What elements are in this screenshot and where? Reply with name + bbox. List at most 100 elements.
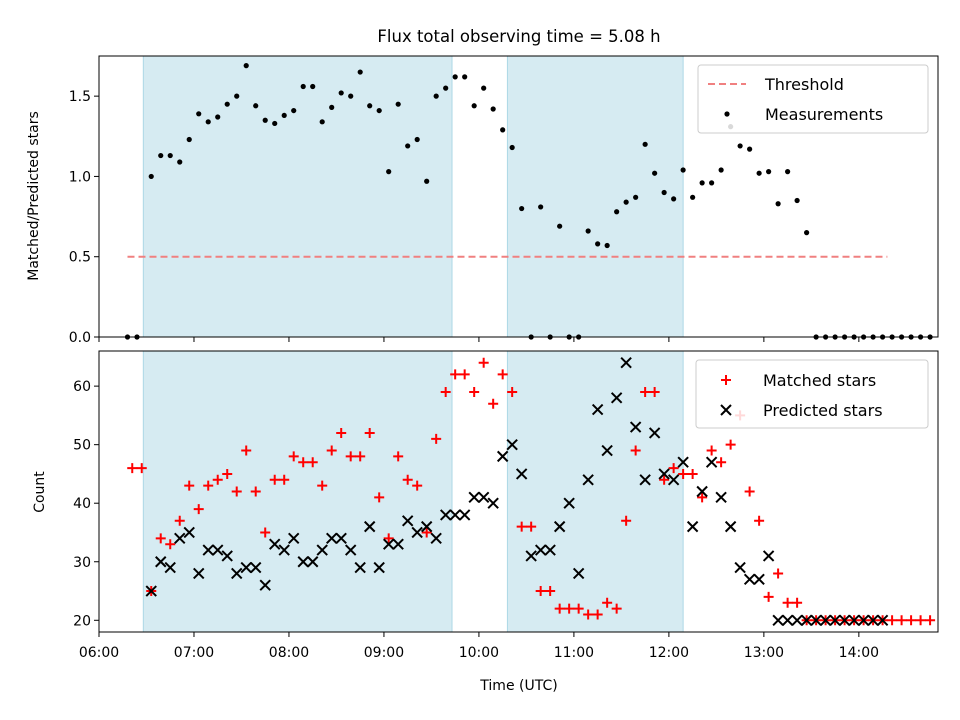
top-legend-box xyxy=(697,64,929,134)
measurement-point xyxy=(471,103,477,109)
top-legend: Threshold Measurements xyxy=(697,64,929,134)
matched-star-point xyxy=(602,597,613,608)
measurement-point xyxy=(671,196,677,202)
top-y-axis-label: Matched/Predicted stars xyxy=(26,111,42,281)
predicted-star-point xyxy=(145,585,157,597)
matched-star-point xyxy=(687,468,698,479)
matched-star-point xyxy=(165,539,176,550)
matched-star-point xyxy=(317,480,328,491)
predicted-star-point xyxy=(857,614,870,626)
measurement-point xyxy=(319,119,325,125)
predicted-star-point xyxy=(686,520,699,533)
measurement-point xyxy=(281,112,287,119)
bottom-x-tick-label: 10:00 xyxy=(459,645,499,661)
measurement-point xyxy=(519,205,525,212)
bottom-y-tick-label: 60 xyxy=(73,379,91,395)
matched-star-point xyxy=(640,386,651,397)
predicted-star-point xyxy=(174,532,186,545)
top-x-axis xyxy=(98,337,860,342)
matched-star-point xyxy=(782,597,793,608)
matched-star-point xyxy=(440,386,451,397)
matched-star-point xyxy=(925,615,936,626)
matched-star-point xyxy=(355,451,366,462)
measurement-point xyxy=(376,107,382,114)
top-panel: 0.0 0.5 1.0 1.5 Matched/Predicted stars Thr… xyxy=(26,55,939,346)
measurement-point xyxy=(357,69,363,75)
matched-star-point xyxy=(763,591,774,602)
measurement-point xyxy=(215,114,221,120)
matched-star-point xyxy=(336,427,347,438)
predicted-star-point xyxy=(534,544,547,556)
measurement-point xyxy=(186,136,192,143)
matched-star-point xyxy=(526,521,537,532)
matched-star-point xyxy=(241,445,252,456)
top-plot-frame xyxy=(98,55,939,338)
predicted-star-point xyxy=(658,468,670,480)
bottom-x-tick-label: 11:00 xyxy=(554,645,594,661)
matched-star-point xyxy=(887,615,898,626)
measurement-point xyxy=(557,223,563,229)
predicted-star-point xyxy=(250,561,262,574)
measurement-point xyxy=(804,230,810,236)
top-y-tick-label: 1.0 xyxy=(69,169,91,185)
predicted-star-point xyxy=(458,509,471,521)
predicted-star-point xyxy=(553,520,566,533)
predicted-star-point xyxy=(829,614,841,626)
measurement-point xyxy=(386,169,392,175)
measurement-point xyxy=(794,197,800,204)
predicted-star-point xyxy=(791,614,803,626)
top-y-tick-label: 0.5 xyxy=(69,250,91,266)
matched-star-point xyxy=(127,463,138,474)
matched-star-point xyxy=(412,480,423,491)
matched-star-point xyxy=(497,369,508,380)
legend-matched-label: Matched stars xyxy=(763,371,876,390)
predicted-star-point xyxy=(487,497,499,509)
bottom-x-tick-label: 07:00 xyxy=(174,645,214,661)
measurement-point xyxy=(405,143,411,149)
predicted-star-point xyxy=(496,450,509,463)
bottom-x-tick-label: 08:00 xyxy=(269,645,309,661)
matched-star-point xyxy=(507,386,518,397)
predicted-star-point xyxy=(800,614,813,626)
matched-star-point xyxy=(545,586,556,597)
predicted-star-point xyxy=(648,427,661,439)
matched-star-point xyxy=(478,357,489,368)
matched-star-point xyxy=(906,615,917,626)
matched-star-point xyxy=(212,474,223,485)
matched-star-point xyxy=(193,504,204,515)
measurement-point xyxy=(690,194,696,200)
bottom-plot-frame xyxy=(98,350,939,633)
matched-star-point xyxy=(402,474,413,485)
measurement-point xyxy=(177,159,183,165)
measurement-point xyxy=(623,199,629,205)
matched-star-point xyxy=(307,457,318,468)
predicted-star-point xyxy=(468,491,480,504)
figure-title: Flux total observing time = 5.08 h xyxy=(377,27,660,46)
predicted-star-point xyxy=(240,561,252,574)
predicted-star-point xyxy=(183,526,195,539)
matched-star-point xyxy=(649,386,660,397)
predicted-star-point xyxy=(344,544,357,556)
predicted-star-point xyxy=(430,532,442,545)
bottom-x-axis: 06:00 07:00 08:00 09:00 10:00 11:00 12:00 13:00… xyxy=(79,632,879,661)
legend-predicted-label: Predicted stars xyxy=(763,401,883,420)
measurement-point xyxy=(148,173,154,180)
legend-matched-swatch xyxy=(721,375,731,385)
matched-star-point xyxy=(516,521,527,532)
measurement-point xyxy=(272,120,278,127)
predicted-star-point xyxy=(164,561,176,574)
matched-star-point xyxy=(421,527,432,538)
measurement-point xyxy=(291,107,297,114)
predicted-star-point xyxy=(411,526,423,539)
measurement-point xyxy=(604,242,610,249)
predicted-star-point xyxy=(382,538,395,550)
predicted-star-point xyxy=(525,550,537,562)
matched-star-point xyxy=(554,603,565,614)
predicted-star-point xyxy=(639,474,651,486)
matched-star-point xyxy=(630,445,641,456)
predicted-star-point xyxy=(278,544,290,556)
measurement-point xyxy=(462,74,468,80)
predicted-star-point xyxy=(477,491,490,504)
matched-star-point xyxy=(488,398,499,409)
matched-star-point xyxy=(459,369,470,380)
